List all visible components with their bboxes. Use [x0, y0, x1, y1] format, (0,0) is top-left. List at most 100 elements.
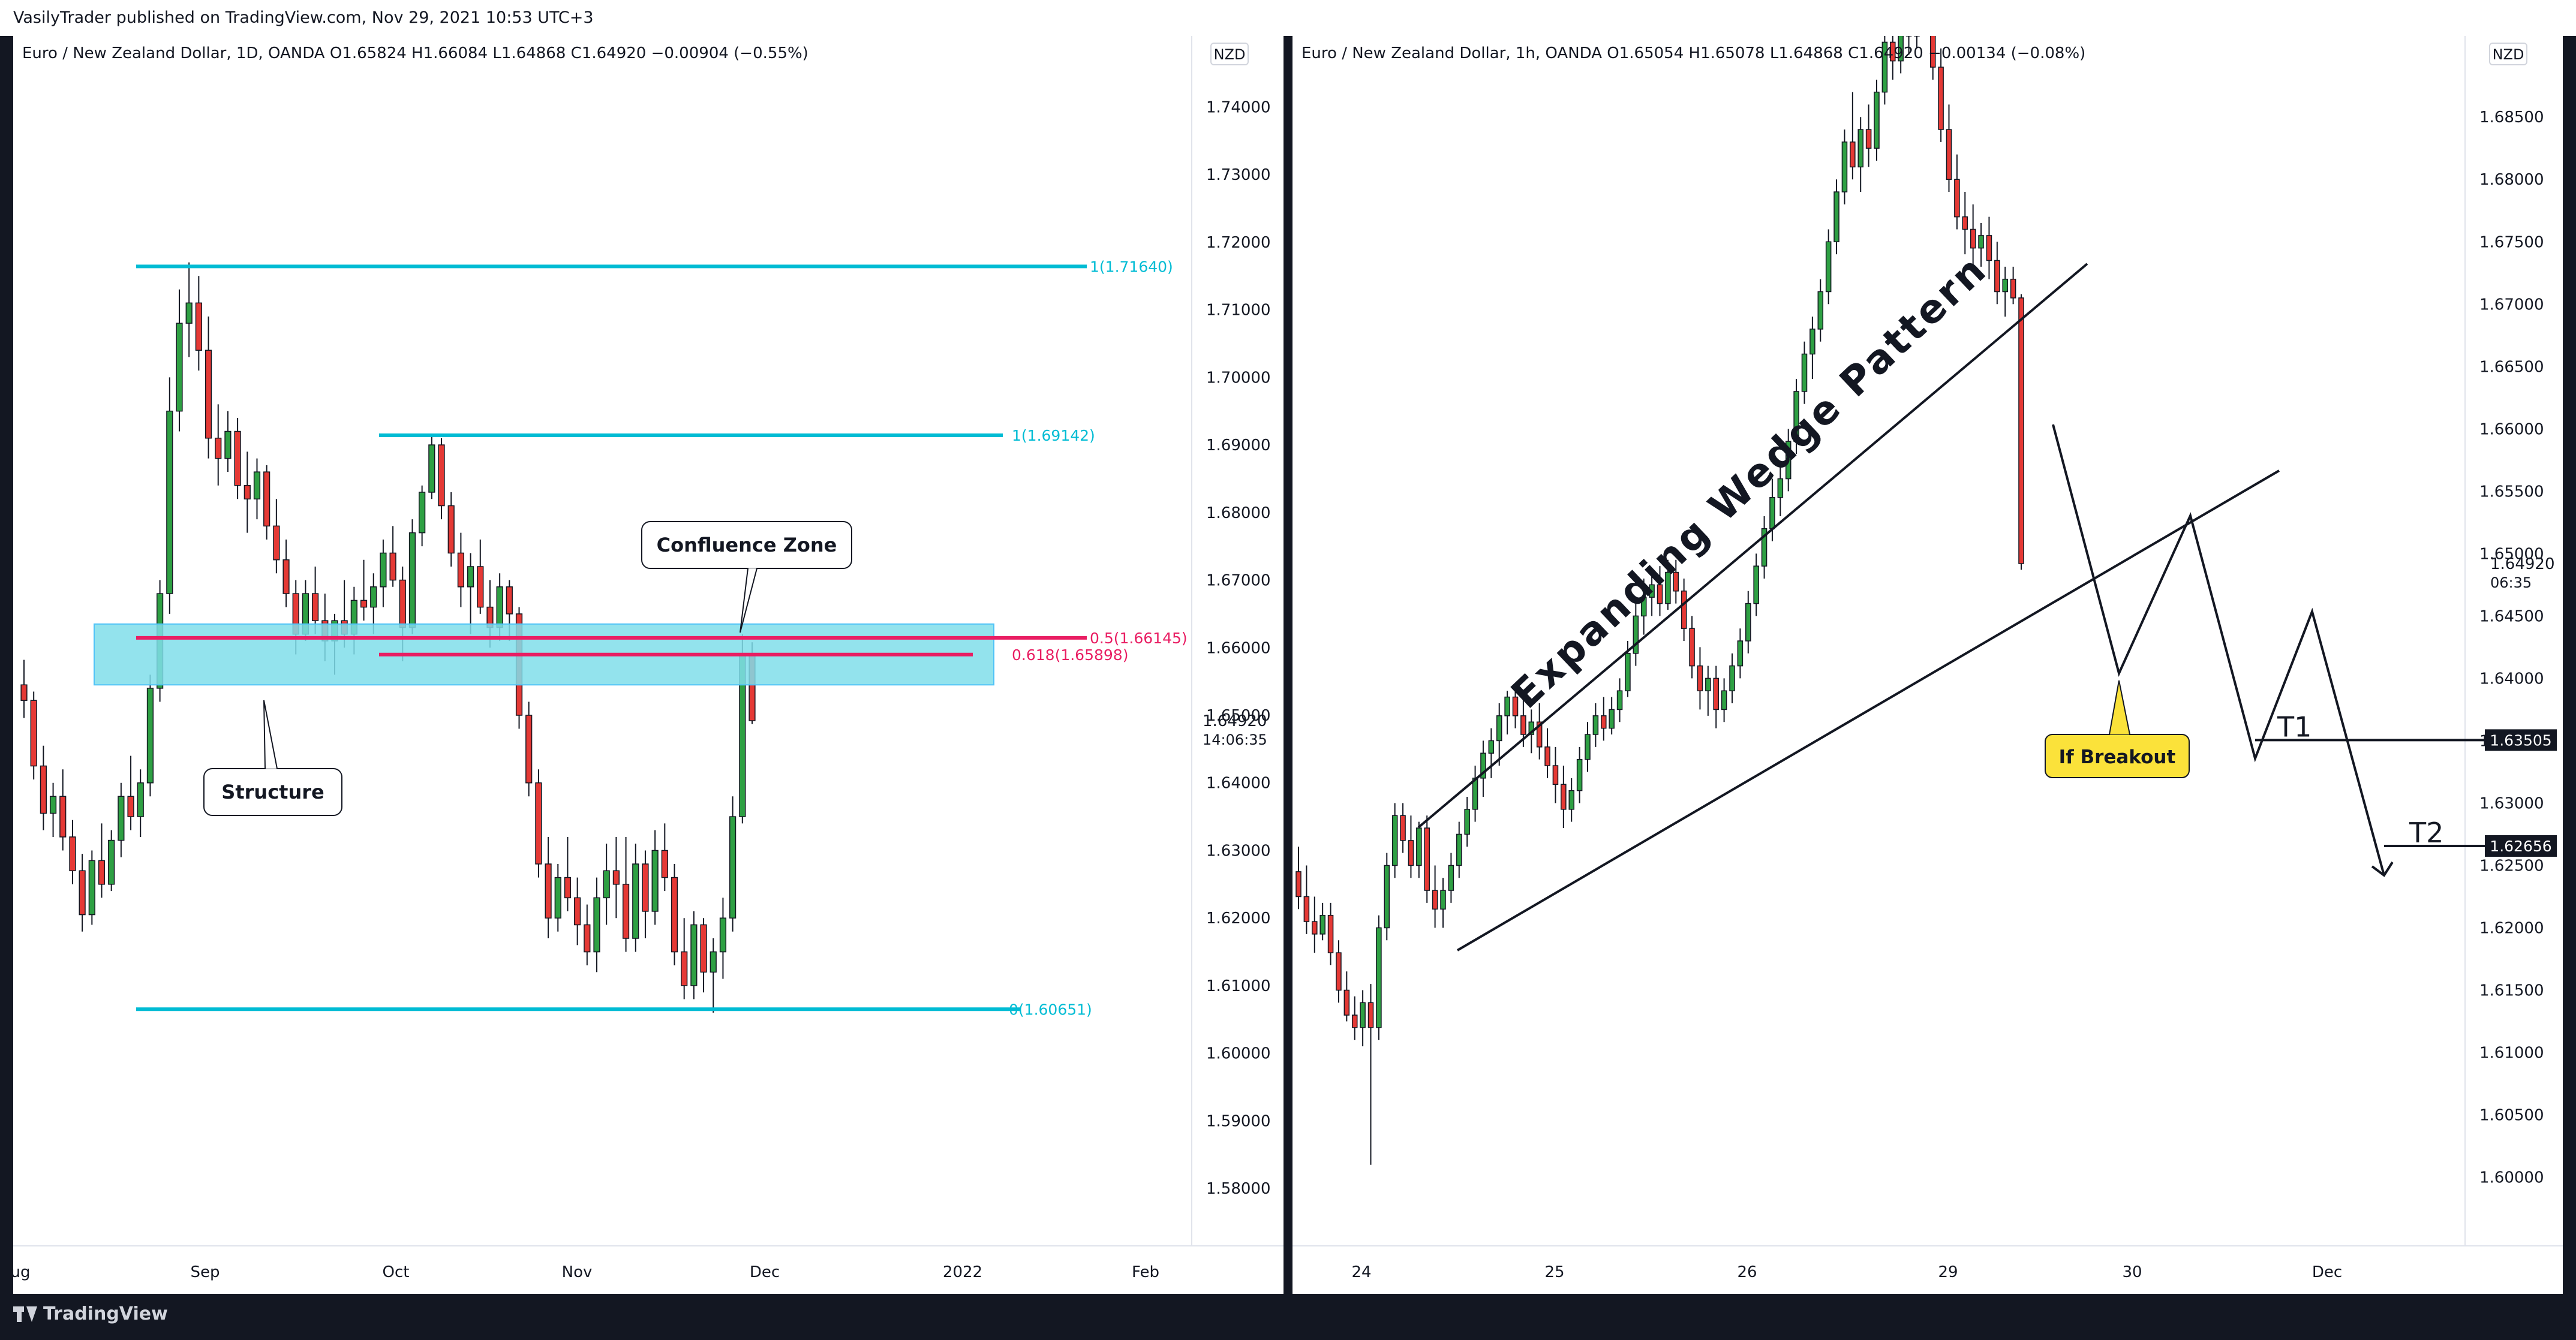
- candle-body: [671, 877, 678, 953]
- price-tick-label: 1.66000: [1206, 639, 1271, 657]
- candle-body: [127, 796, 134, 817]
- candle-body: [1512, 696, 1519, 716]
- candle-body: [447, 505, 455, 554]
- candle-body: [642, 863, 649, 912]
- candle-body: [1657, 584, 1663, 604]
- candle-body: [1994, 260, 2000, 293]
- candle-body: [1416, 827, 1422, 866]
- candle-body: [1464, 809, 1470, 835]
- candle-body: [30, 700, 37, 767]
- candle-body: [1962, 216, 1968, 230]
- candle-body: [2010, 278, 2016, 299]
- candle-body: [603, 870, 610, 899]
- candle-body: [1833, 191, 1839, 243]
- candle-body: [1640, 597, 1647, 617]
- price-tick-label: 1.61000: [2479, 1044, 2544, 1062]
- candle-body: [1472, 778, 1478, 810]
- target-2-label: T2: [2409, 817, 2443, 849]
- candle-body: [1576, 758, 1583, 791]
- time-tick-label: Dec: [2312, 1263, 2342, 1281]
- footer-bar: TradingView: [0, 1294, 2576, 1340]
- candle-body: [1665, 571, 1671, 604]
- candle-body: [1536, 721, 1543, 748]
- candle-body: [1841, 141, 1848, 192]
- candle-body: [146, 688, 154, 784]
- candle-body: [467, 566, 474, 588]
- target-price-badge: [2485, 835, 2557, 857]
- tradingview-logo[interactable]: TradingView: [13, 1303, 168, 1324]
- candle-body: [282, 559, 290, 594]
- wedge-lower-line: [1456, 469, 2280, 951]
- currency-badge: [2489, 43, 2527, 65]
- price-tick-label: 1.67000: [2479, 296, 2544, 314]
- price-tick-label: 1.74000: [1206, 98, 1271, 116]
- candle-body: [1504, 696, 1510, 716]
- time-tick-label: 25: [1544, 1263, 1564, 1281]
- projection-arrowhead: [2371, 861, 2394, 877]
- time-tick-label: ug: [13, 1263, 30, 1281]
- candle-body: [690, 924, 698, 986]
- candle-body: [1705, 677, 1711, 691]
- candle-body: [1697, 665, 1703, 691]
- candle-body: [1649, 584, 1655, 598]
- candle-body: [1568, 790, 1574, 810]
- breakout-callout-pointer: [2109, 680, 2130, 735]
- price-tick-label: 1.62500: [2479, 857, 2544, 875]
- price-tick-label: 1.66500: [2479, 358, 2544, 376]
- confluence-zone-label: Confluence Zone: [657, 534, 837, 556]
- price-tick-label: 1.73000: [1206, 166, 1271, 184]
- confluence-callout-pointer: [740, 568, 758, 633]
- time-tick-label: Dec: [750, 1263, 780, 1281]
- candle-body: [1488, 740, 1495, 754]
- price-tick-label: 1.64000: [2479, 670, 2544, 688]
- price-tick-label: 1.63000: [1206, 842, 1271, 860]
- candle-body: [1440, 890, 1446, 910]
- candle-body: [632, 863, 639, 939]
- fib-level-label: 1(1.69142): [1012, 427, 1095, 444]
- price-tick-label: 1.65500: [2479, 483, 2544, 501]
- candle-body: [108, 839, 115, 885]
- candle-body: [506, 586, 513, 615]
- candle-body: [1424, 827, 1430, 891]
- price-tick-label: 1.64000: [1206, 775, 1271, 793]
- candle-body: [477, 566, 484, 608]
- candle-body: [1729, 665, 1735, 691]
- daily-chart[interactable]: 1.58000 1.59000 1.60000 1.61000 1.62000 1.630…: [13, 36, 1284, 1294]
- candle-body: [1970, 228, 1976, 249]
- candle-body: [1874, 91, 1880, 149]
- candle-body: [360, 600, 368, 608]
- candle-body: [176, 323, 183, 412]
- time-tick-label: 24: [1351, 1263, 1371, 1281]
- candle-body: [40, 765, 47, 814]
- current-price-label: 1.64920: [2490, 555, 2555, 573]
- candle-body: [1673, 571, 1679, 592]
- price-tick-label: 1.67500: [2479, 233, 2544, 251]
- candle-body: [419, 492, 426, 534]
- hourly-chart-panel[interactable]: 1.60000 1.60500 1.61000 1.61500 1.62000 1.625…: [1292, 36, 2563, 1294]
- candle-body: [1552, 765, 1559, 785]
- candle-body: [1384, 865, 1390, 929]
- candle-body: [1753, 565, 1759, 604]
- candle-body: [1785, 441, 1792, 480]
- price-tick-label: 1.62000: [2479, 919, 2544, 937]
- time-tick-label: 2022: [943, 1263, 982, 1281]
- price-tick-label: 1.60000: [1206, 1045, 1271, 1063]
- candle-body: [1777, 478, 1784, 498]
- candle-body: [651, 850, 659, 912]
- candle-body: [215, 438, 222, 459]
- candle-body: [1769, 497, 1775, 529]
- candle-body: [389, 552, 396, 581]
- candle-body: [1633, 615, 1639, 654]
- candle-body: [700, 924, 707, 973]
- daily-chart-panel[interactable]: 1.58000 1.59000 1.60000 1.61000 1.62000 1.630…: [13, 36, 1284, 1294]
- price-tick-label: 1.59000: [1206, 1112, 1271, 1130]
- candle-body: [1946, 129, 1952, 180]
- candle-body: [1793, 391, 1799, 442]
- candle-body: [428, 444, 435, 493]
- candle-body: [584, 924, 591, 953]
- hourly-chart[interactable]: 1.60000 1.60500 1.61000 1.61500 1.62000 1.625…: [1292, 36, 2563, 1294]
- candle-body: [1496, 715, 1502, 742]
- price-tick-label: 1.61500: [2479, 982, 2544, 1000]
- wedge-pattern-label: Expanding Wedge Pattern: [1502, 246, 1996, 718]
- candle-body: [2002, 278, 2008, 293]
